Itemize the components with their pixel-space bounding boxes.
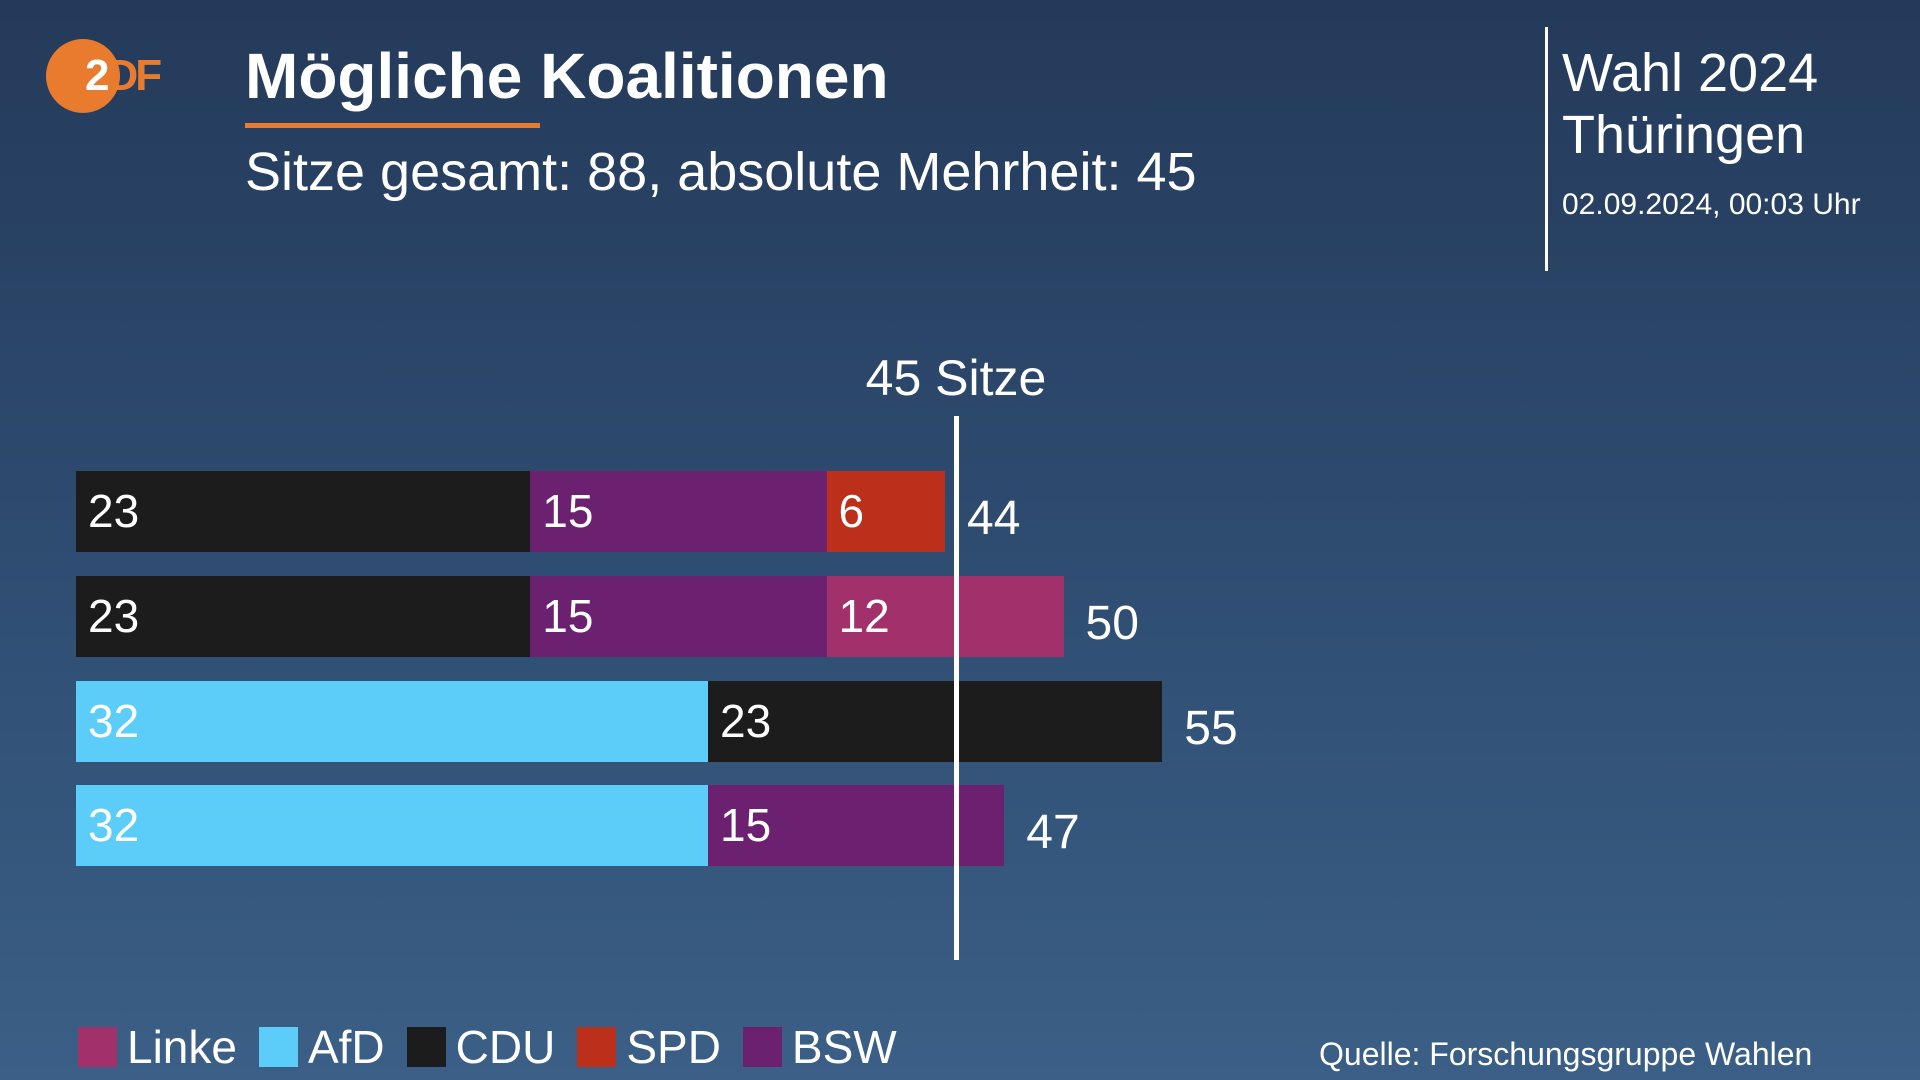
segment-value-label: 15 (720, 799, 772, 851)
segment-value-label: 32 (88, 799, 140, 851)
segment-value-label: 32 (88, 695, 140, 747)
majority-threshold-label: 45 Sitze (865, 350, 1047, 406)
coalition-chart: 23 15 6 44 23 15 12 50 32 23 55 32 15 47 (76, 471, 1238, 866)
legend: Linke AfD CDU SPD BSW (78, 1022, 919, 1072)
logo-letters-df: DF (106, 51, 162, 100)
legend-item-spd: SPD (577, 1022, 721, 1072)
bar-segment-afd: 32 (76, 681, 708, 762)
legend-label: BSW (791, 1021, 897, 1073)
segment-value-label: 6 (838, 485, 865, 537)
legend-item-afd: AfD (258, 1021, 385, 1073)
logo-letter-2: 2 (85, 51, 110, 100)
row-total-label: 50 (1085, 597, 1139, 650)
row-total-label: 47 (1026, 806, 1080, 859)
legend-label: SPD (626, 1021, 721, 1073)
legend-label: CDU (455, 1021, 556, 1073)
bar-segment-cdu: 23 (708, 681, 1163, 762)
title-underline (245, 123, 540, 128)
segment-value-label: 23 (720, 695, 772, 747)
segment-value-label: 15 (542, 485, 594, 537)
bar-segment-bsw: 15 (530, 471, 827, 552)
bar-segment-linke: 12 (826, 576, 1064, 657)
page-title: Mögliche Koalitionen (245, 40, 889, 112)
bar-segment-cdu: 23 (76, 471, 531, 552)
bar-segment-bsw: 15 (708, 785, 1005, 866)
legend-item-bsw: BSW (742, 1021, 897, 1073)
majority-threshold-line (954, 416, 959, 960)
subtitle: Sitze gesamt: 88, absolute Mehrheit: 45 (245, 142, 1197, 202)
region-title: Thüringen (1562, 105, 1806, 165)
segment-value-label: 12 (838, 590, 890, 642)
bar-segment-cdu: 23 (76, 576, 531, 657)
timestamp: 02.09.2024, 00:03 Uhr (1562, 188, 1861, 221)
zdf-logo-text: 2DF (85, 51, 162, 100)
legend-item-cdu: CDU (406, 1021, 556, 1073)
election-title: Wahl 2024 (1562, 43, 1819, 103)
header-divider (1545, 27, 1548, 271)
source-note: Quelle: Forschungsgruppe Wahlen (1319, 1036, 1813, 1072)
row-total-label: 55 (1184, 702, 1238, 755)
bar-segment-spd: 6 (826, 471, 945, 552)
election-info: Wahl 2024 Thüringen (1562, 42, 1818, 166)
segment-value-label: 15 (542, 590, 594, 642)
legend-swatch (742, 1027, 782, 1067)
row-total-label: 44 (967, 492, 1021, 545)
legend-label: AfD (307, 1021, 385, 1073)
legend-item-linke: Linke (78, 1022, 237, 1072)
zdf-logo (46, 39, 120, 113)
legend-swatch (78, 1027, 117, 1067)
legend-swatch (258, 1027, 298, 1067)
bar-segment-bsw: 15 (530, 576, 827, 657)
segment-value-label: 23 (88, 485, 140, 537)
legend-swatch (577, 1027, 617, 1067)
segment-value-label: 23 (88, 590, 140, 642)
legend-label: Linke (127, 1021, 237, 1073)
legend-swatch (406, 1027, 446, 1067)
bar-segment-afd: 32 (76, 785, 708, 866)
